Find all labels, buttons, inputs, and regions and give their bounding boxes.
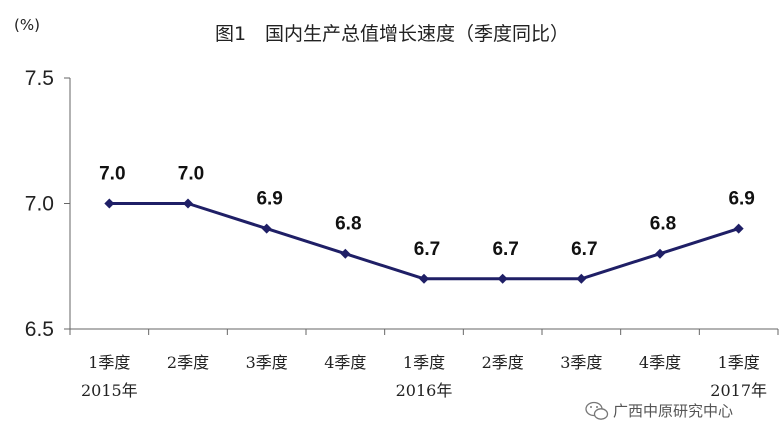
y-tick-label: 7.5	[25, 67, 54, 90]
data-point	[104, 198, 115, 209]
x-category-label: 4季度	[324, 353, 366, 372]
x-category-label: 4季度	[639, 353, 681, 372]
x-category-label: 3季度	[560, 353, 602, 372]
x-category-label: 1季度	[718, 353, 760, 372]
y-ticks: 6.5 7.0 7.5	[25, 67, 70, 341]
data-point	[497, 273, 508, 284]
y-tick-label: 7.0	[25, 193, 54, 216]
data-label: 6.7	[414, 239, 440, 260]
x-year-label: 2017年	[710, 381, 767, 400]
x-year-label: 2016年	[396, 381, 453, 400]
data-point	[576, 273, 587, 284]
x-category-label: 1季度	[403, 353, 445, 372]
data-label: 6.7	[492, 239, 518, 260]
x-year-label: 2015年	[81, 381, 138, 400]
chart-title: 图1 国内生产总值增长速度（季度同比）	[215, 23, 569, 45]
data-label: 7.0	[99, 164, 125, 185]
data-point	[261, 223, 272, 234]
watermark-text: 广西中原研究中心	[613, 402, 733, 420]
x-category-labels: 1季度 2季度 3季度 4季度 1季度 2季度 3季度 4季度 1季度 2015年 2016年 201…	[81, 353, 767, 400]
data-labels: 7.0 7.0 6.9 6.8 6.7 6.7 6.7 6.8 6.9	[99, 164, 755, 260]
x-category-label: 1季度	[88, 353, 130, 372]
data-point	[733, 223, 744, 234]
wechat-icon	[585, 401, 609, 420]
data-label: 6.9	[256, 189, 282, 210]
data-point	[419, 273, 429, 284]
x-category-label: 2季度	[482, 353, 524, 372]
x-category-label: 2季度	[167, 353, 209, 372]
data-point	[655, 248, 665, 259]
data-label: 6.7	[571, 239, 597, 260]
watermark: 广西中原研究中心	[585, 401, 733, 420]
data-label: 6.9	[728, 189, 754, 210]
x-ticks	[69, 329, 779, 335]
y-tick-label: 6.5	[25, 318, 54, 341]
data-label: 7.0	[178, 164, 204, 185]
data-point	[183, 198, 193, 209]
data-label: 6.8	[650, 214, 676, 235]
data-point	[340, 248, 351, 259]
data-points	[104, 198, 744, 284]
data-label: 6.8	[335, 214, 361, 235]
y-unit-label: (%)	[14, 16, 40, 34]
x-category-label: 3季度	[246, 353, 288, 372]
